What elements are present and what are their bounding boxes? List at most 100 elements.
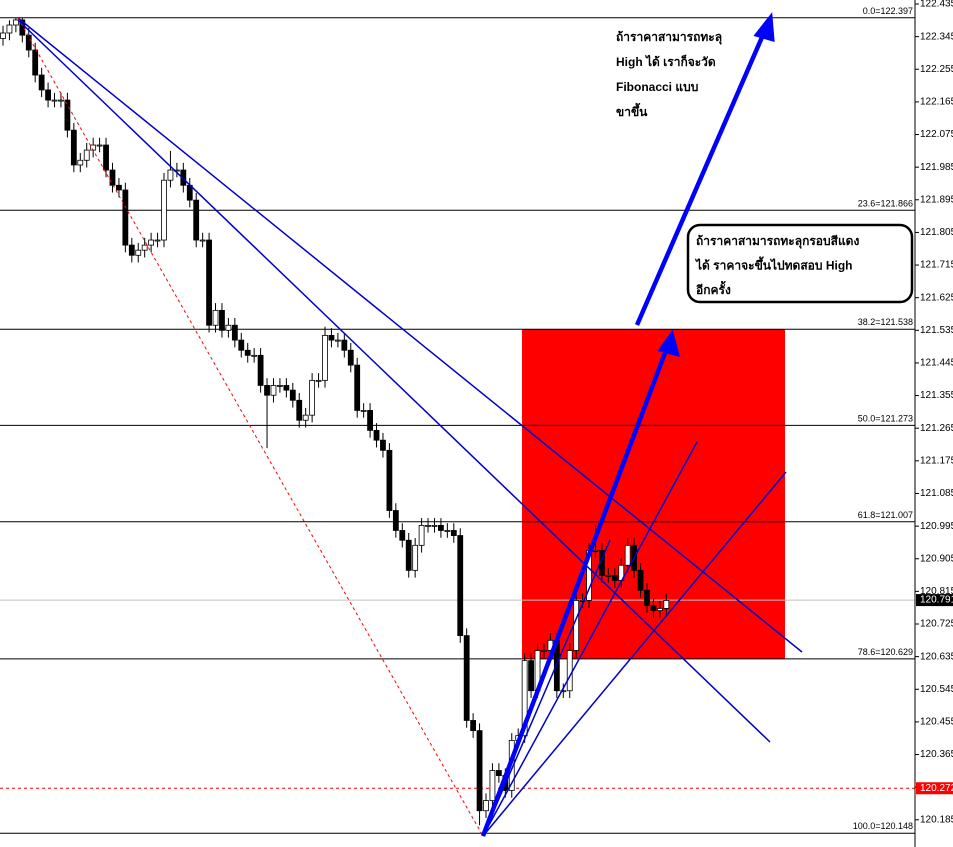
annotation-text: ได้ ราคาจะขึ้นไปทดสอบ High bbox=[694, 256, 853, 273]
candle-body bbox=[328, 334, 335, 341]
candle-body bbox=[238, 339, 245, 351]
fan-line bbox=[482, 441, 698, 837]
annotation-text: อีกครั้ง bbox=[696, 280, 731, 297]
candle-body bbox=[45, 89, 51, 101]
candle-body bbox=[206, 239, 212, 326]
y-tick-label: 120.995 bbox=[920, 521, 953, 532]
y-tick-label: 120.635 bbox=[920, 651, 953, 662]
candle-body bbox=[489, 770, 496, 801]
fib-anchor-line bbox=[17, 17, 484, 837]
annotation-text: ถ้าราคาสามารถทะลุ bbox=[616, 30, 722, 45]
candle-body bbox=[495, 770, 502, 776]
candle-body bbox=[231, 324, 238, 341]
candle-body bbox=[431, 524, 438, 527]
candle-body bbox=[244, 349, 251, 356]
y-tick-label: 122.165 bbox=[920, 97, 953, 108]
candle-body bbox=[592, 550, 599, 552]
y-tick-label: 121.985 bbox=[920, 162, 953, 173]
y-tick-label: 121.805 bbox=[920, 227, 953, 238]
fib-label: 23.6=121.866 bbox=[858, 198, 913, 208]
annotation-text: Fibonacci แบบ bbox=[616, 80, 698, 94]
price-axis: 122.435 122.345 122.255 122.165 122.075 121.9… bbox=[915, 0, 953, 825]
candle-body bbox=[257, 354, 264, 386]
candle-body bbox=[199, 239, 206, 242]
trend-line bbox=[17, 17, 803, 653]
candle-body bbox=[463, 635, 470, 721]
fib-label: 0.0=122.397 bbox=[863, 6, 913, 16]
candle-body bbox=[528, 660, 534, 692]
candle-body bbox=[380, 439, 386, 451]
y-tick-label: 122.435 bbox=[920, 0, 953, 10]
y-tick-label: 120.365 bbox=[920, 749, 953, 760]
candle-body bbox=[109, 169, 116, 186]
candle-body bbox=[412, 544, 419, 571]
candle-body bbox=[116, 184, 122, 191]
y-tick-label: 122.075 bbox=[920, 129, 953, 140]
y-tick-label: 120.905 bbox=[920, 553, 953, 564]
candle-body bbox=[579, 600, 586, 602]
candle-body bbox=[418, 524, 425, 546]
candle-body bbox=[38, 74, 45, 91]
candle-body bbox=[51, 99, 58, 102]
candle-body bbox=[476, 730, 483, 812]
price-label: 120.791 bbox=[920, 595, 953, 606]
candle-body bbox=[360, 410, 367, 412]
candle-body bbox=[663, 600, 670, 609]
annotation-text: High ได้ เราก็จะวัด bbox=[616, 54, 716, 69]
candle-body bbox=[180, 169, 187, 186]
candle-body bbox=[0, 32, 6, 39]
candle-body bbox=[315, 379, 322, 382]
y-tick-label: 121.625 bbox=[920, 292, 953, 303]
y-tick-label: 121.445 bbox=[920, 358, 953, 369]
candle-body bbox=[392, 510, 399, 531]
candle-body bbox=[302, 414, 309, 421]
candle-body bbox=[425, 524, 431, 527]
candle-body bbox=[77, 159, 84, 166]
y-tick-label: 120.545 bbox=[920, 684, 953, 695]
candle-body bbox=[283, 385, 290, 391]
candle-body bbox=[148, 239, 155, 246]
fan-line bbox=[482, 471, 787, 837]
y-tick-label: 121.355 bbox=[920, 390, 953, 401]
candle-body bbox=[12, 19, 19, 26]
candle-body bbox=[251, 354, 258, 357]
y-tick-label: 120.815 bbox=[920, 586, 953, 597]
y-tick-label: 121.715 bbox=[920, 260, 953, 271]
arrow bbox=[634, 27, 769, 326]
arrow-head bbox=[753, 12, 775, 43]
candle-body bbox=[483, 800, 489, 812]
y-tick-label: 120.185 bbox=[920, 814, 953, 825]
y-tick-label: 121.265 bbox=[920, 423, 953, 434]
candle-body bbox=[83, 149, 90, 161]
trend-lines bbox=[17, 12, 803, 837]
y-tick-label: 122.345 bbox=[920, 31, 953, 42]
annotation-text: ขาขึ้น bbox=[616, 102, 648, 119]
candle-body bbox=[6, 24, 13, 34]
y-tick-label: 120.725 bbox=[920, 619, 953, 630]
candle-body bbox=[624, 544, 631, 566]
candle-body bbox=[399, 530, 406, 541]
candle-body bbox=[103, 144, 109, 171]
candle-body bbox=[289, 389, 296, 401]
arrow-head bbox=[657, 329, 681, 358]
candle-body bbox=[611, 575, 618, 581]
candle-body bbox=[566, 650, 573, 692]
candle-body bbox=[25, 34, 32, 51]
fib-label: 100.0=120.148 bbox=[853, 821, 913, 831]
price-box bbox=[916, 594, 953, 607]
candle-body bbox=[225, 324, 232, 331]
candle-body bbox=[161, 179, 167, 241]
candle-body bbox=[70, 129, 77, 166]
candle-body bbox=[541, 650, 547, 652]
candle-body bbox=[322, 334, 328, 381]
candle-body bbox=[334, 339, 341, 342]
candle-body bbox=[457, 535, 464, 637]
candle-body bbox=[122, 189, 129, 246]
candle-body bbox=[444, 530, 451, 532]
price-box bbox=[916, 782, 953, 795]
candle-body bbox=[347, 349, 354, 366]
candle-body bbox=[560, 690, 567, 693]
